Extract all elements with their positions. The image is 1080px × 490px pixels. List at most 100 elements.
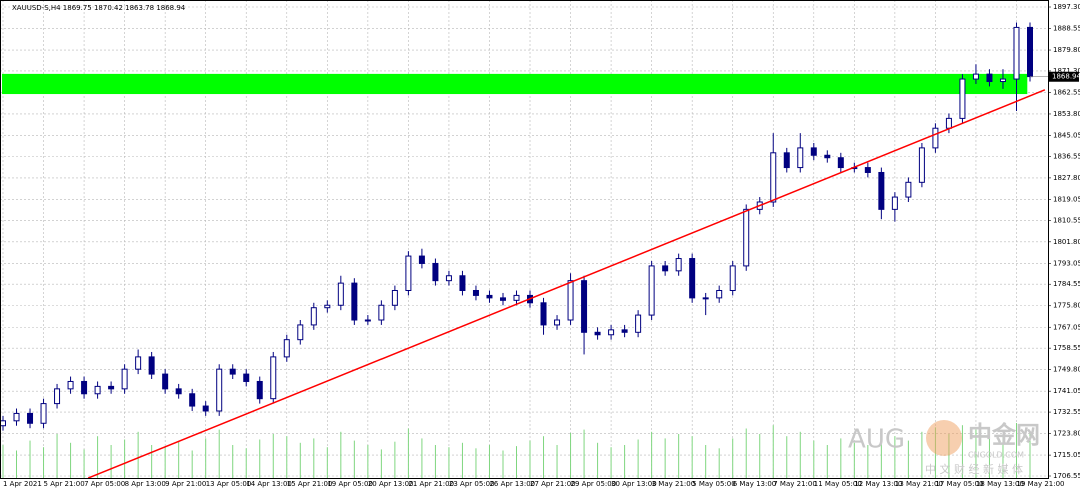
x-tick-label: 19 Apr 05:00 bbox=[327, 480, 373, 488]
candle-body bbox=[148, 356, 155, 375]
x-tick-label: 1 Apr 2021 bbox=[3, 480, 42, 488]
candle-body bbox=[472, 289, 479, 296]
y-tick-label: 1758.55 bbox=[1053, 344, 1080, 352]
candle-body bbox=[621, 329, 628, 333]
x-tick-label: 13 Apr 05:00 bbox=[206, 480, 252, 488]
watermark-brand: 中金网 bbox=[968, 421, 1040, 449]
candle-body bbox=[459, 275, 466, 291]
y-tick-label: 1836.55 bbox=[1053, 152, 1080, 160]
y-tick-label: 1749.80 bbox=[1053, 366, 1080, 374]
candle-body bbox=[635, 314, 642, 333]
candle-body bbox=[216, 368, 223, 412]
candle-body bbox=[702, 297, 709, 300]
candle-body bbox=[1013, 26, 1020, 80]
candle-body bbox=[81, 380, 88, 395]
candle-body bbox=[824, 154, 831, 159]
x-tick-label: 6 May 13:00 bbox=[733, 480, 777, 488]
price-tag bbox=[1049, 71, 1079, 82]
candle-body bbox=[229, 368, 236, 375]
y-tick-label: 1862.55 bbox=[1053, 88, 1080, 96]
candle-body bbox=[945, 117, 952, 129]
zone bbox=[2, 73, 1028, 95]
y-tick-label: 1715.05 bbox=[1053, 451, 1080, 459]
candle-body bbox=[94, 385, 101, 395]
candle-body bbox=[594, 331, 601, 336]
y-tick-label: 1827.80 bbox=[1053, 174, 1080, 182]
candle-body bbox=[743, 208, 750, 267]
y-tick-label: 1810.55 bbox=[1053, 216, 1080, 224]
x-tick-label: 12 May 13:00 bbox=[854, 480, 902, 488]
candle-body bbox=[918, 147, 925, 183]
candle-body bbox=[0, 420, 6, 427]
y-tick-label: 1879.80 bbox=[1053, 46, 1080, 54]
candle-body bbox=[40, 403, 47, 424]
candle-body bbox=[972, 73, 979, 80]
candle-body bbox=[270, 356, 277, 400]
candle-body bbox=[648, 265, 655, 316]
candle-body bbox=[770, 152, 777, 203]
candle-body bbox=[189, 393, 196, 407]
candle-body bbox=[932, 127, 939, 149]
candle-body bbox=[432, 262, 439, 282]
candle-body bbox=[783, 152, 790, 169]
y-tick-label: 1767.05 bbox=[1053, 323, 1080, 331]
y-tick-label: 1897.30 bbox=[1053, 3, 1080, 11]
candle-body bbox=[797, 147, 804, 169]
candle-body bbox=[324, 304, 331, 309]
candle-body bbox=[864, 167, 871, 173]
x-tick-label: 3 May 21:00 bbox=[652, 480, 696, 488]
y-tick-label: 1732.55 bbox=[1053, 408, 1080, 416]
candle-body bbox=[202, 405, 209, 412]
plot-area bbox=[0, 0, 1048, 479]
x-tick-label: 17 May 05:00 bbox=[935, 480, 983, 488]
candle-body bbox=[729, 265, 736, 291]
candle-body bbox=[27, 412, 34, 424]
y-tick-label: 1793.05 bbox=[1053, 259, 1080, 267]
x-tick-label: 5 May 05:00 bbox=[692, 480, 736, 488]
candle-body bbox=[1027, 26, 1033, 78]
x-tick-label: 7 May 21:00 bbox=[773, 480, 817, 488]
candle-body bbox=[986, 73, 993, 83]
candle-body bbox=[499, 297, 506, 301]
candle-body bbox=[297, 324, 304, 341]
y-tick-label: 1845.05 bbox=[1053, 131, 1080, 139]
x-tick-label: 5 Apr 21:00 bbox=[44, 480, 85, 488]
candle-body bbox=[608, 329, 615, 336]
candle-body bbox=[905, 181, 912, 198]
candle-body bbox=[445, 275, 452, 282]
y-tick-label: 1888.55 bbox=[1053, 25, 1080, 33]
candle-body bbox=[243, 373, 250, 382]
candle-body bbox=[162, 373, 169, 390]
candle-body bbox=[283, 339, 290, 358]
x-tick-label: 23 Apr 05:00 bbox=[449, 480, 495, 488]
x-tick-label: 15 Apr 21:00 bbox=[287, 480, 333, 488]
y-tick-label: 1706.55 bbox=[1053, 472, 1080, 480]
watermark-slogan: 中 文 财 经 新 媒 体 bbox=[925, 462, 1023, 476]
candle-body bbox=[256, 380, 263, 400]
watermark-site: CNGOLD.COM bbox=[968, 451, 1024, 460]
candle-body bbox=[310, 307, 317, 326]
candle-body bbox=[513, 294, 520, 301]
candle-body bbox=[689, 258, 696, 299]
candle-body bbox=[378, 304, 385, 321]
candle-body bbox=[337, 282, 344, 306]
candle-body bbox=[675, 258, 682, 272]
candle-body bbox=[405, 255, 412, 291]
chart-title: XAUUSD-S,H4 1869.75 1870.42 1863.78 1868… bbox=[12, 4, 186, 12]
x-tick-label: 30 Apr 13:00 bbox=[611, 480, 657, 488]
price-tag-label: 1868.94 bbox=[1052, 73, 1080, 81]
candle-body bbox=[810, 147, 817, 156]
candle-body bbox=[121, 368, 128, 390]
watermark-text: AUG bbox=[848, 425, 905, 455]
x-tick-label: 13 May 21:00 bbox=[895, 480, 943, 488]
x-tick-label: 14 Apr 13:00 bbox=[246, 480, 292, 488]
candle-body bbox=[418, 255, 425, 264]
y-tick-label: 1853.80 bbox=[1053, 110, 1080, 118]
candle-body bbox=[67, 380, 74, 390]
candle-body bbox=[135, 356, 142, 370]
trendline bbox=[87, 89, 1046, 479]
y-tick-label: 1819.05 bbox=[1053, 195, 1080, 203]
x-tick-label: 19 May 21:00 bbox=[1016, 480, 1064, 488]
